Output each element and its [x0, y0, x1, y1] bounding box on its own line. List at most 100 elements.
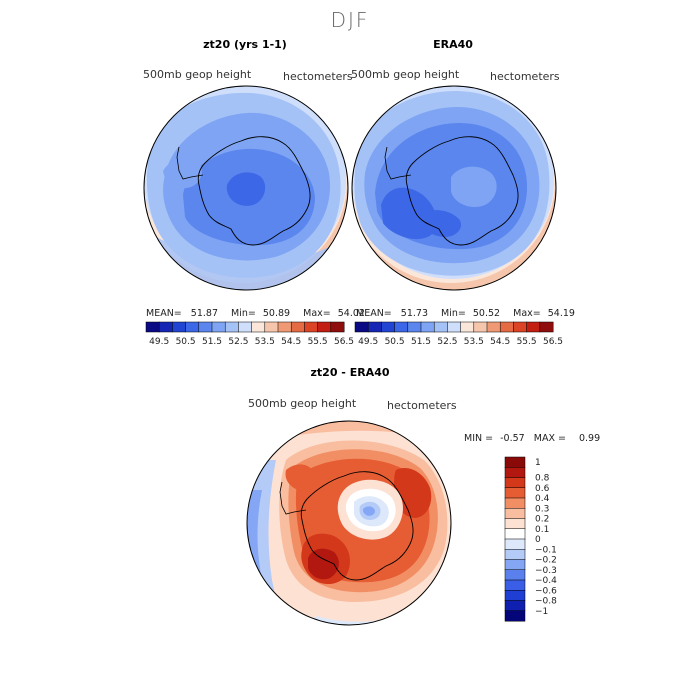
- diff-colorbar-swatch-13: [504, 590, 526, 601]
- right-colorbar-swatch-6: [433, 321, 448, 333]
- left-colorbar: 49.5 50.5 51.5 52.5 53.5 54.5 55.5 56.5: [145, 321, 354, 347]
- right-colorbar-tick-label: 53.5: [464, 337, 484, 347]
- diff-colorbar-swatch-11: [504, 569, 526, 581]
- diff-band-8: [394, 468, 432, 518]
- left-panel-title: zt20 (yrs 1-1): [203, 38, 287, 51]
- diff-stats: MIN = -0.57 MAX = 0.99: [464, 433, 600, 444]
- left-units-label: hectometers: [283, 70, 353, 83]
- diff-colorbar-swatch-1: [504, 467, 526, 478]
- right-colorbar-swatch-9: [473, 321, 488, 333]
- diff-colorbar: 1 0.80.60.40.30.20.10−0.1−0.2−0.3−0.4−0.6…: [504, 456, 557, 622]
- left-colorbar-tick-label: 49.5: [149, 337, 169, 347]
- diff-colorbar-tick-label: 0: [535, 535, 541, 545]
- right-colorbar-tick-label: 56.5: [543, 337, 563, 347]
- diff-colorbar-tick-label: −0.3: [535, 566, 557, 576]
- right-colorbar-tick-label: 50.5: [385, 337, 405, 347]
- diff-colorbar-tick-label: 1: [535, 458, 541, 468]
- left-variable-label: 500mb geop height: [143, 68, 252, 81]
- left-mean-label: MEAN=: [146, 308, 182, 319]
- diff-colorbar-tick-label: −0.6: [535, 586, 557, 596]
- diff-colorbar-tick-label: −0.4: [535, 576, 557, 586]
- left-colorbar-swatch-9: [264, 321, 279, 333]
- left-colorbar-swatch-8: [251, 321, 266, 333]
- right-colorbar-tick-label: 54.5: [490, 337, 510, 347]
- diff-colorbar-tick-label: 0.6: [535, 484, 550, 494]
- right-colorbar-swatch-5: [420, 321, 435, 333]
- diff-min-value: -0.57: [500, 433, 525, 444]
- diff-colorbar-swatch-7: [504, 528, 526, 540]
- diff-colorbar-tick-label: 0.2: [535, 515, 549, 525]
- left-max-value: 54.02: [337, 308, 365, 319]
- diff-colorbar-tick-label: 0.8: [535, 474, 550, 484]
- diff-colorbar-swatch-2: [504, 477, 526, 489]
- right-max-label: Max=: [513, 308, 541, 319]
- right-max-value: 54.19: [547, 308, 575, 319]
- diff-colorbar-swatch-10: [504, 559, 526, 571]
- right-variable-label: 500mb geop height: [351, 68, 460, 81]
- diff-max-value: 0.99: [578, 433, 601, 444]
- left-band-7: [163, 158, 202, 189]
- right-min-value: 50.52: [472, 308, 501, 319]
- left-colorbar-swatch-10: [277, 321, 292, 333]
- diff-band-9: [285, 464, 317, 491]
- right-panel-title: ERA40: [433, 38, 473, 51]
- left-colorbar-swatch-0: [145, 321, 160, 333]
- diff-max-label: MAX =: [533, 433, 566, 444]
- right-colorbar-tick-label: 52.5: [437, 337, 457, 347]
- diff-panel-title: zt20 - ERA40: [310, 366, 390, 379]
- left-colorbar-swatch-11: [290, 321, 305, 333]
- left-colorbar-swatch-13: [317, 321, 332, 333]
- right-units-label: hectometers: [490, 70, 560, 83]
- left-map: [143, 85, 349, 291]
- right-colorbar-tick-label: 51.5: [411, 337, 431, 347]
- diff-band-7: [308, 548, 339, 580]
- left-antarctica-coast: [197, 136, 311, 246]
- right-colorbar-swatch-11: [499, 321, 514, 333]
- left-band-6: [226, 172, 266, 206]
- diff-antarctica-coast: [300, 471, 414, 581]
- right-map: [351, 85, 557, 291]
- right-colorbar: 49.5 50.5 51.5 52.5 53.5 54.5 55.5 56.5: [354, 321, 563, 347]
- left-colorbar-swatch-5: [211, 321, 226, 333]
- left-colorbar-tick-label: 56.5: [334, 337, 354, 347]
- right-band-7: [451, 166, 497, 208]
- left-colorbar-swatch-6: [224, 321, 239, 333]
- diff-colorbar-tick-label: 0.3: [535, 504, 549, 514]
- left-stats: MEAN= 51.87 Min= 50.89 Max= 54.02: [146, 308, 365, 319]
- diff-colorbar-swatch-4: [504, 497, 526, 509]
- diff-colorbar-tick-label: 0.1: [535, 525, 549, 535]
- right-colorbar-tick-label: 49.5: [358, 337, 378, 347]
- diff-map-border: [246, 420, 452, 626]
- left-colorbar-swatch-12: [304, 321, 319, 333]
- left-colorbar-tick-label: 55.5: [308, 337, 328, 347]
- diff-variable-label: 500mb geop height: [248, 397, 357, 410]
- right-band-8: [420, 210, 462, 237]
- right-antarctica-coast: [405, 136, 519, 246]
- left-max-label: Max=: [303, 308, 331, 319]
- left-colorbar-swatch-2: [172, 321, 187, 333]
- left-colorbar-tick-label: 53.5: [255, 337, 275, 347]
- right-colorbar-swatch-7: [447, 321, 462, 333]
- diff-colorbar-swatch-12: [504, 579, 526, 591]
- left-map-border: [143, 85, 349, 291]
- left-colorbar-swatch-7: [238, 321, 253, 333]
- left-colorbar-swatch-4: [198, 321, 213, 333]
- right-colorbar-swatch-14: [539, 321, 554, 333]
- right-colorbar-swatch-10: [486, 321, 501, 333]
- right-mean-value: 51.73: [400, 308, 428, 319]
- right-colorbar-swatch-13: [526, 321, 541, 333]
- diff-min-label: MIN =: [464, 433, 494, 444]
- left-colorbar-tick-label: 54.5: [281, 337, 301, 347]
- diff-band-14: [362, 506, 375, 516]
- left-colorbar-tick-label: 51.5: [202, 337, 222, 347]
- right-peninsula-coast: [384, 146, 412, 180]
- right-colorbar-swatch-3: [394, 321, 409, 333]
- left-colorbar-swatch-3: [185, 321, 200, 333]
- right-colorbar-swatch-8: [460, 321, 475, 333]
- diff-peninsula-coast: [279, 481, 307, 515]
- diff-colorbar-swatch-8: [504, 538, 526, 550]
- left-colorbar-tick-label: 52.5: [228, 337, 248, 347]
- left-colorbar-swatch-1: [158, 321, 173, 333]
- diff-colorbar-swatch-9: [504, 549, 526, 560]
- diff-colorbar-swatch-14: [504, 600, 526, 612]
